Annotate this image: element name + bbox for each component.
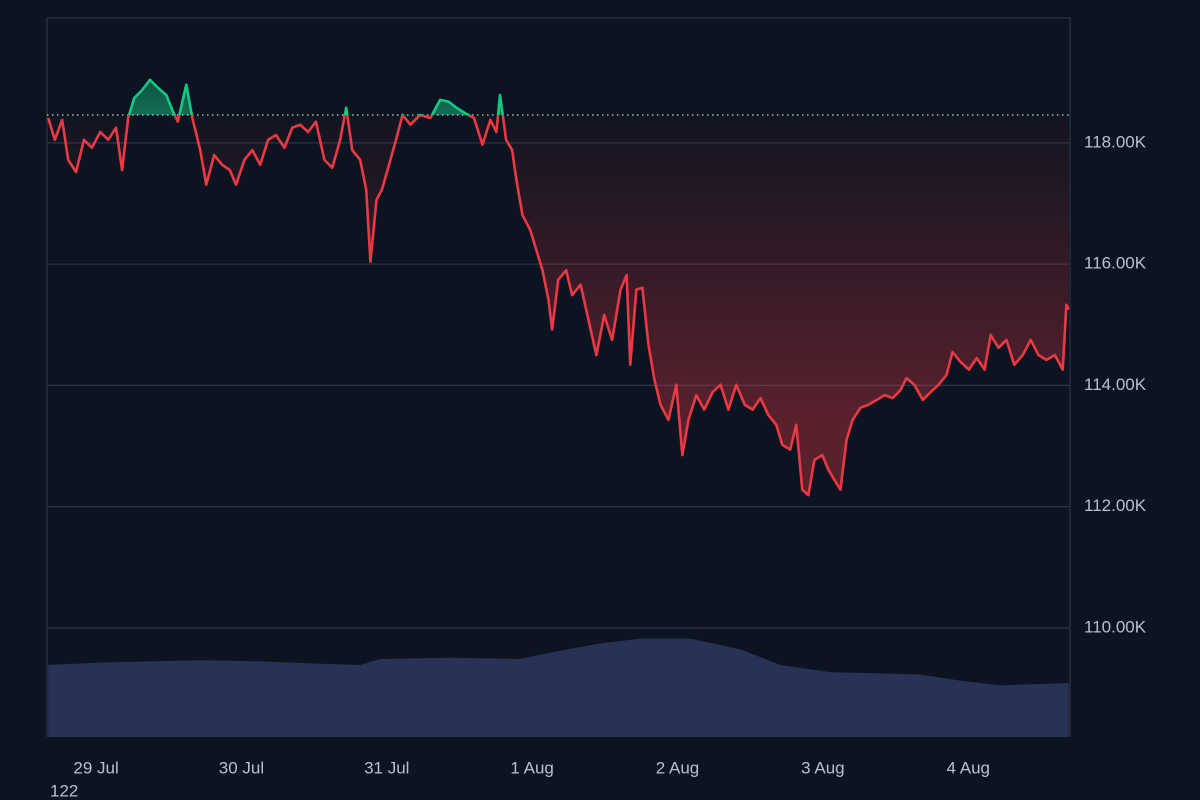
y-tick-label: 116.00K: [1084, 254, 1147, 273]
x-tick-label: 1 Aug: [510, 758, 554, 777]
y-tick-label: 118.00K: [1084, 132, 1147, 151]
x-tick-label: 31 Jul: [364, 758, 409, 777]
plot-frame: [46, 17, 1071, 737]
x-tick-label: 30 Jul: [219, 758, 264, 777]
y-tick-label: 114.00K: [1084, 375, 1147, 394]
price-line: [46, 78, 1070, 497]
y-tick-label: 110.00K: [1084, 617, 1147, 636]
x-tick-label: 2 Aug: [656, 758, 700, 777]
x-tick-label: 29 Jul: [73, 758, 118, 777]
x-tick-label: 4 Aug: [946, 758, 990, 777]
volume-area: [48, 638, 1069, 737]
x-tick-label: 3 Aug: [801, 758, 845, 777]
corner-text: 122: [50, 781, 78, 800]
y-tick-label: 112.00K: [1084, 496, 1147, 515]
price-area: [48, 79, 1069, 496]
